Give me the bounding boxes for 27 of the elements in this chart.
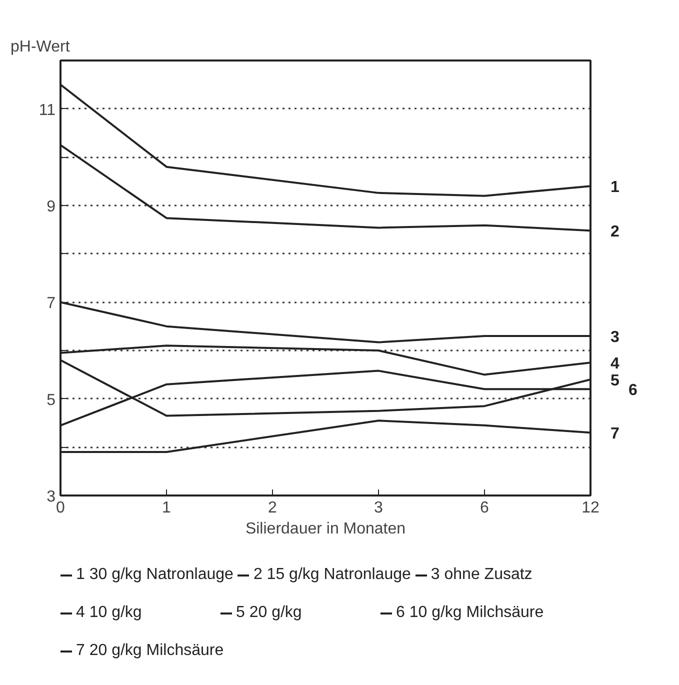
x-tick-label: 0 <box>56 500 66 516</box>
x-tick-label: 2 <box>268 500 278 516</box>
y-tick-label: 5 <box>46 392 56 409</box>
x-tick-label: 1 <box>162 500 172 516</box>
legend-label: 4 10 g/kg <box>76 604 143 622</box>
y-tick-label: 7 <box>46 295 56 312</box>
legend-label: 1 30 g/kg Natronlauge <box>76 566 234 584</box>
y-tick-label: 11 <box>38 102 56 119</box>
annotation: 1 <box>610 179 620 196</box>
annotation: 6 <box>628 382 638 400</box>
x-tick-label: 6 <box>480 500 490 516</box>
x-tick-label: 3 <box>374 500 384 516</box>
annotation: 2 <box>610 224 620 241</box>
y-tick-label: 9 <box>46 198 56 216</box>
legend-label: 3 ohne Zusatz <box>430 566 534 584</box>
annotation: 5 <box>610 372 620 390</box>
x-axis-title: Silierdauer in Monaten <box>245 520 406 538</box>
annotation: 7 <box>610 426 620 443</box>
legend-label: 7 20 g/kg Milchsäure <box>76 642 224 660</box>
legend-label: 2 15 g/kg Natronlauge <box>253 566 411 584</box>
y-axis-title: pH-Wert <box>10 38 70 56</box>
annotation: 3 <box>610 329 620 346</box>
x-tick-label: 12 <box>582 500 600 516</box>
legend-label: 6 10 g/kg Milchsäure <box>396 604 544 622</box>
y-tick-label: 3 <box>46 488 56 506</box>
legend-label: 5 20 g/kg <box>236 604 303 622</box>
annotation: 4 <box>610 356 620 373</box>
